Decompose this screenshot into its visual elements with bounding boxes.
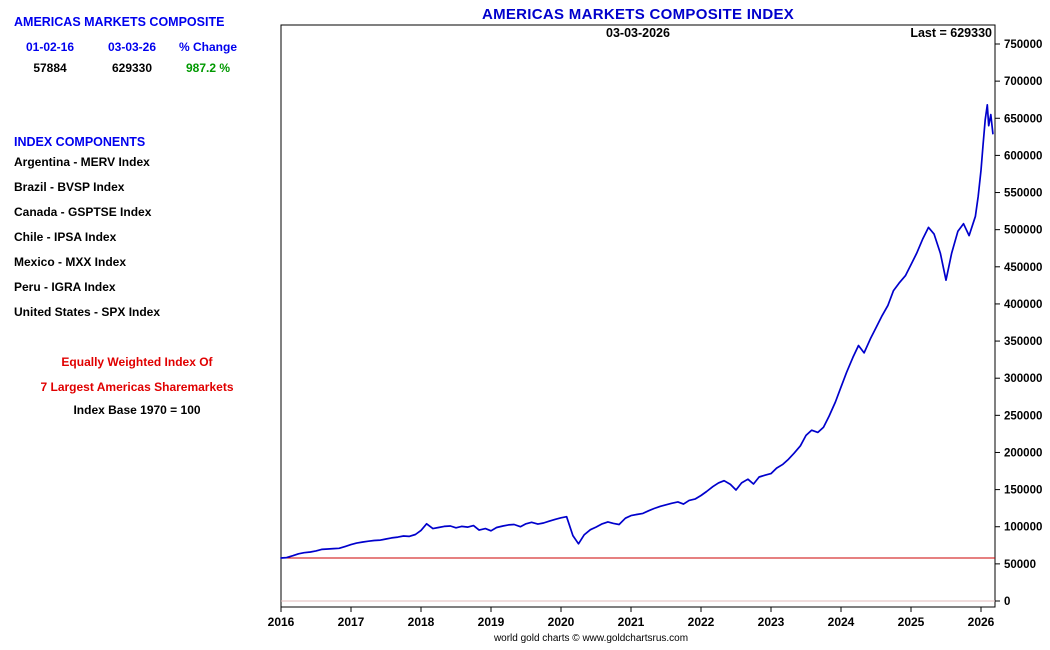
svg-text:750000: 750000 xyxy=(1004,39,1042,51)
component-argentina: Argentina - MERV Index xyxy=(14,155,150,169)
svg-text:450000: 450000 xyxy=(1004,262,1042,274)
pct-change-value: 987.2 % xyxy=(185,61,231,75)
svg-text:2016: 2016 xyxy=(268,615,295,629)
svg-text:2017: 2017 xyxy=(338,615,365,629)
end-value: 629330 xyxy=(111,61,153,75)
col-header-end-date: 03-03-26 xyxy=(107,40,157,54)
annotation-date: 03-03-2026 xyxy=(606,26,670,40)
component-usa: United States - SPX Index xyxy=(14,305,161,319)
svg-text:400000: 400000 xyxy=(1004,299,1042,311)
col-header-start-date: 01-02-16 xyxy=(25,40,75,54)
svg-text:100000: 100000 xyxy=(1004,522,1042,534)
svg-text:2019: 2019 xyxy=(478,615,505,629)
annotation-last-value: Last = 629330 xyxy=(910,26,992,40)
note-equally-weighted: Equally Weighted Index Of xyxy=(61,355,213,369)
svg-text:2025: 2025 xyxy=(898,615,925,629)
note-seven-largest: 7 Largest Americas Sharemarkets xyxy=(40,380,234,394)
col-header-pct-change: % Change xyxy=(178,40,237,54)
svg-text:2024: 2024 xyxy=(828,615,855,629)
svg-text:2026: 2026 xyxy=(968,615,995,629)
components-heading: INDEX COMPONENTS xyxy=(14,135,146,149)
footer-credit: world gold charts © www.goldchartsrus.co… xyxy=(493,633,689,644)
svg-text:700000: 700000 xyxy=(1004,76,1042,88)
svg-text:2018: 2018 xyxy=(408,615,435,629)
svg-text:50000: 50000 xyxy=(1004,559,1036,571)
svg-text:2023: 2023 xyxy=(758,615,785,629)
svg-text:550000: 550000 xyxy=(1004,188,1042,200)
svg-text:2022: 2022 xyxy=(688,615,715,629)
svg-text:650000: 650000 xyxy=(1004,113,1042,125)
svg-text:2020: 2020 xyxy=(548,615,575,629)
note-index-base: Index Base 1970 = 100 xyxy=(73,403,201,417)
start-value: 57884 xyxy=(33,61,67,75)
svg-text:250000: 250000 xyxy=(1004,410,1042,422)
svg-text:600000: 600000 xyxy=(1004,150,1042,162)
panel-title: AMERICAS MARKETS COMPOSITE xyxy=(14,15,225,29)
svg-text:0: 0 xyxy=(1004,596,1010,608)
svg-text:150000: 150000 xyxy=(1004,485,1042,497)
svg-text:2021: 2021 xyxy=(618,615,645,629)
component-canada: Canada - GSPTSE Index xyxy=(14,205,152,219)
page-title: AMERICAS MARKETS COMPOSITE INDEX xyxy=(481,6,795,23)
component-chile: Chile - IPSA Index xyxy=(14,230,117,244)
svg-text:350000: 350000 xyxy=(1004,336,1042,348)
component-brazil: Brazil - BVSP Index xyxy=(14,180,125,194)
component-mexico: Mexico - MXX Index xyxy=(14,255,127,269)
svg-text:300000: 300000 xyxy=(1004,373,1042,385)
component-peru: Peru - IGRA Index xyxy=(14,280,116,294)
svg-text:200000: 200000 xyxy=(1004,447,1042,459)
svg-text:500000: 500000 xyxy=(1004,225,1042,237)
